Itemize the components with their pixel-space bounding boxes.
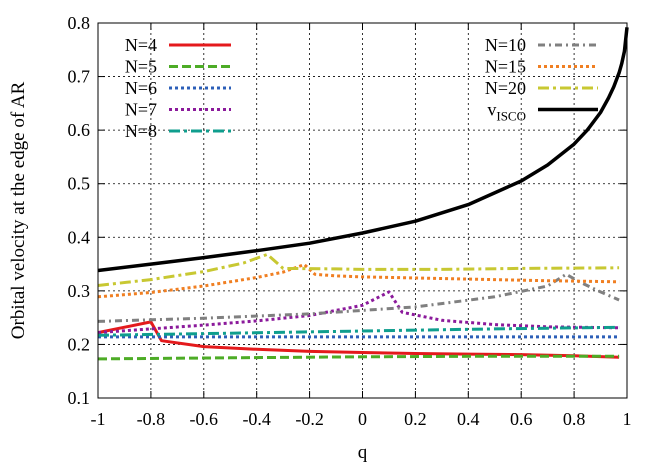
legend-entry: N=4	[125, 35, 231, 55]
legend-entry: N=15	[485, 57, 598, 77]
legend-label: N=6	[125, 78, 157, 98]
legend-entry: N=6	[125, 78, 231, 98]
series-line-n-8	[97, 325, 620, 337]
legend-label: N=10	[485, 35, 526, 55]
series-line-n-10	[97, 272, 620, 323]
x-tick-label: 0	[358, 409, 367, 429]
series-line-n-20	[97, 252, 620, 287]
legend-entry: N=7	[125, 100, 231, 120]
y-tick-label: 0.7	[68, 67, 91, 87]
y-tick-label: 0.5	[68, 174, 91, 194]
x-tick-label: 0.8	[563, 409, 586, 429]
legend-label: N=4	[125, 35, 157, 55]
legend-entry: N=8	[125, 121, 231, 141]
legend-label: vISCO	[487, 100, 526, 124]
y-tick-label: 0.3	[68, 281, 91, 301]
y-tick-label: 0.1	[68, 388, 91, 408]
legend-entry: N=20	[485, 78, 598, 98]
legend-entry: vISCO	[487, 100, 598, 124]
x-axis-label: q	[358, 442, 368, 463]
x-tick-label: -0.4	[242, 409, 271, 429]
y-axis-label: Orbital velocity at the edge of AR	[8, 81, 29, 339]
x-tick-label: 0.4	[457, 409, 480, 429]
legend-label: N=20	[485, 78, 526, 98]
x-tick-label: -0.8	[137, 409, 166, 429]
series-line-n-7	[97, 290, 620, 335]
legend-label: N=15	[485, 57, 526, 77]
legend-label: N=7	[125, 100, 157, 120]
x-tick-label: 0.6	[510, 409, 533, 429]
legend-label: N=8	[125, 121, 157, 141]
grid	[98, 23, 627, 398]
legend-entry: N=10	[485, 35, 598, 55]
y-tick-label: 0.6	[68, 120, 91, 140]
x-tick-label: -0.2	[295, 409, 324, 429]
y-tick-label: 0.4	[68, 227, 91, 247]
series-line-n-5	[97, 354, 620, 361]
y-tick-label: 0.2	[68, 334, 91, 354]
series-line-visco	[97, 27, 629, 273]
y-tick-label: 0.8	[68, 13, 91, 33]
series-lines	[97, 27, 629, 361]
x-tick-label: -1	[91, 409, 106, 429]
legend-label: N=5	[125, 57, 157, 77]
x-tick-label: 0.2	[404, 409, 427, 429]
x-tick-label: -0.6	[190, 409, 219, 429]
legend-entry: N=5	[125, 57, 231, 77]
axis-ticks: -1 -0.8 -0.6 -0.4 -0.2 0 0.2 0.4 0.6 0.8 1 0.1 0.2 0.…	[68, 13, 632, 429]
x-tick-label: 1	[623, 409, 632, 429]
